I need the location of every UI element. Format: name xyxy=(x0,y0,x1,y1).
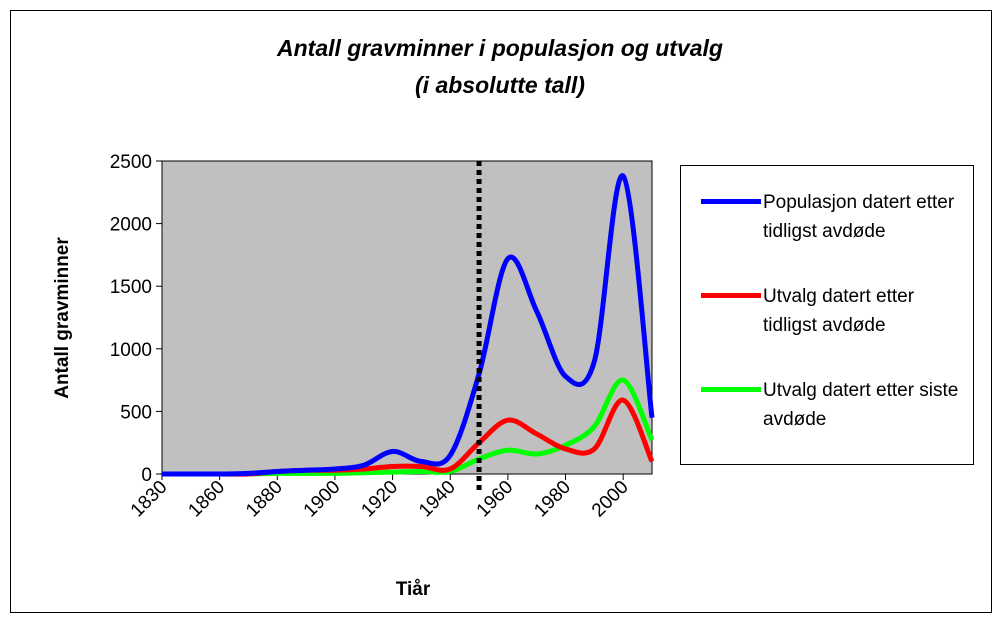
chart-title: Antall gravminner i populasjon og utvalg xyxy=(276,35,723,61)
plot-area xyxy=(161,160,653,475)
y-tick-label: 1000 xyxy=(110,340,152,361)
y-tick-label: 0 xyxy=(141,465,152,486)
y-tick-label: 2500 xyxy=(110,152,152,173)
legend: Populasjon datert etter tidligst avdøde U… xyxy=(680,165,974,465)
chart-subtitle: (i absolutte tall) xyxy=(415,72,585,98)
legend-label: Utvalg datert etter tidligst avdøde xyxy=(763,286,915,336)
legend-label: Utvalg datert etter siste avdøde xyxy=(763,380,959,430)
y-tick-label: 1500 xyxy=(110,277,152,298)
legend-swatch xyxy=(701,293,761,298)
y-tick-label: 2000 xyxy=(110,215,152,236)
legend-swatch xyxy=(701,199,761,204)
y-axis-label: Antall gravminner xyxy=(52,237,73,399)
legend-label: Populasjon datert etter tidligst avdøde xyxy=(763,192,955,242)
legend-swatch xyxy=(701,387,761,392)
x-axis-label: Tiår xyxy=(396,579,431,600)
y-tick-label: 500 xyxy=(120,402,152,423)
series-line xyxy=(162,173,655,477)
